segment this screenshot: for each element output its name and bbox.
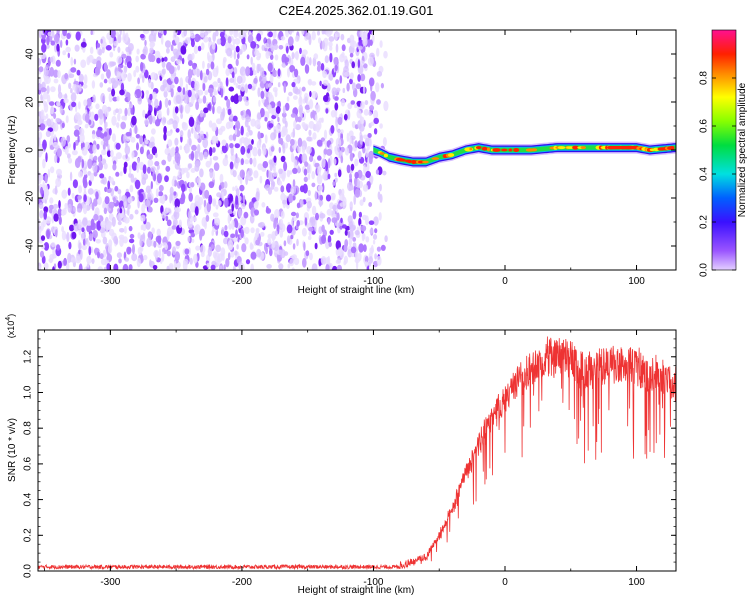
- spectrogram-x-tick-label: 0: [502, 276, 508, 287]
- snr-frame: [37, 329, 677, 572]
- snr-x-tick-label: 100: [628, 577, 645, 588]
- spectrogram-heatmap: [38, 30, 676, 270]
- snr-ylabel: SNR (10 * v/v): [7, 418, 18, 482]
- spectrogram-ylabel: Frequency (Hz): [7, 116, 18, 185]
- colorbar-tick-label: 0.2: [699, 215, 710, 229]
- snr-y-tick-label: 1.0: [23, 385, 34, 399]
- snr-series-line: [38, 336, 676, 571]
- snr-x-tick-label: -300: [100, 577, 120, 588]
- colorbar-tick-label: 0.4: [699, 167, 710, 181]
- spectrogram-y-tick-label: 40: [25, 48, 36, 60]
- snr-multiplier-exp: 4: [5, 317, 12, 321]
- snr-multiplier-close: ): [6, 314, 16, 317]
- colorbar: 0.0 0.2 0.4 0.6 0.8 Normalized spectral ampl…: [699, 29, 748, 277]
- spectrogram-xlabel: Height of straight line (km): [298, 285, 415, 296]
- snr-ticks: -300 -200 -100 0 100 0.0 0.2 0.4 0.6 0.8 1.0 1.2: [23, 330, 676, 588]
- signal-band: [373, 141, 676, 168]
- spectrogram-x-tick-label: 100: [628, 276, 645, 287]
- spectrogram-y-tick-label: 0: [25, 147, 36, 153]
- colorbar-scale: [711, 29, 737, 271]
- spectrogram-y-tick-label: -20: [25, 190, 36, 205]
- spectrogram-y-tick-label: 20: [25, 96, 36, 108]
- colorbar-tick-label: 0.6: [699, 119, 710, 133]
- spectrogram-x-tick-label: -200: [232, 276, 252, 287]
- snr-y-tick-label: 0.0: [23, 564, 34, 578]
- snr-xlabel: Height of straight line (km): [298, 585, 415, 596]
- snr-y-tick-label: 0.4: [23, 492, 34, 506]
- snr-panel: -300 -200 -100 0 100 0.0 0.2 0.4 0.6 0.8 1.0 1.2 He…: [5, 314, 677, 596]
- snr-y-tick-label: 0.6: [23, 457, 34, 471]
- noise-speckle: [38, 30, 389, 270]
- snr-y-tick-label: 0.8: [23, 421, 34, 435]
- snr-multiplier: (x104): [5, 314, 16, 338]
- snr-y-tick-label: 0.2: [23, 528, 34, 542]
- colorbar-tick-label: 0.0: [699, 263, 710, 277]
- svg-text:(x104): (x104): [5, 314, 16, 338]
- signal-peaks: [377, 145, 675, 165]
- snr-x-tick-label: 0: [502, 577, 508, 588]
- colorbar-tick-label: 0.8: [699, 71, 710, 85]
- snr-y-tick-label: 1.2: [23, 349, 34, 363]
- spectrogram-x-tick-label: -300: [100, 276, 120, 287]
- colorbar-label: Normalized spectral amplitude: [737, 82, 748, 217]
- spectrogram-x-tick-label: -100: [363, 276, 383, 287]
- figure-title: C2E4.2025.362.01.19.G01: [279, 3, 434, 18]
- colorbar-ticks: 0.0 0.2 0.4 0.6 0.8: [699, 71, 736, 277]
- spectrogram-y-tick-label: -40: [25, 238, 36, 253]
- snr-x-tick-label: -200: [232, 577, 252, 588]
- snr-multiplier-base: (x10: [6, 321, 16, 339]
- snr-x-tick-label: -100: [363, 577, 383, 588]
